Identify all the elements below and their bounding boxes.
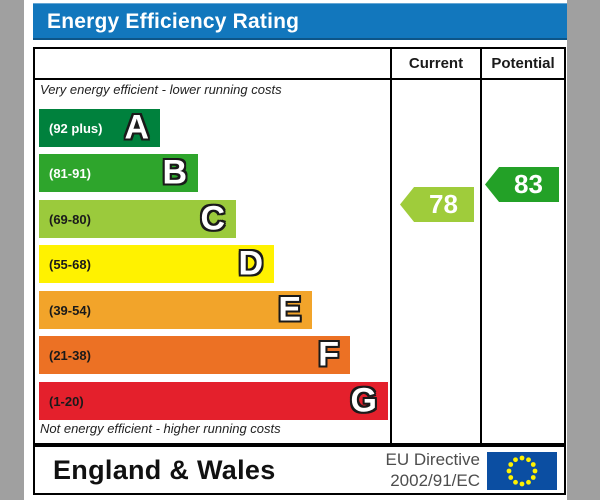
band-letter: E [278, 290, 301, 329]
band-range-label: (69-80) [49, 211, 91, 227]
band-g: (1-20) G [39, 382, 388, 420]
band-letter: G [350, 381, 377, 420]
band-letter: A [124, 108, 149, 147]
potential-rating-value: 83 [514, 169, 543, 199]
eu-directive-line2: 2002/91/EC [390, 471, 480, 490]
band-range-label: (1-20) [49, 393, 84, 409]
band-letter: B [162, 153, 187, 192]
region-label: England & Wales [53, 454, 276, 485]
band-c: (69-80) C [39, 200, 236, 238]
band-d: (55-68) D [39, 245, 274, 283]
band-range-label: (21-38) [49, 347, 91, 363]
band-a: (92 plus) A [39, 109, 160, 147]
band-letter: D [238, 244, 263, 283]
band-range-label: (55-68) [49, 256, 91, 272]
band-range-label: (39-54) [49, 302, 91, 318]
band-letter: C [200, 199, 225, 238]
band-letter: F [318, 335, 339, 374]
page-title: Energy Efficiency Rating [47, 9, 300, 33]
caption-not-efficient: Not energy efficient - higher running co… [40, 421, 281, 436]
current-column-header: Current [408, 55, 464, 72]
band-e: (39-54) E [39, 291, 312, 329]
eu-directive-line1: EU Directive [385, 450, 480, 469]
column-divider-current [390, 49, 392, 443]
caption-very-efficient: Very energy efficient - lower running co… [40, 82, 282, 97]
band-range-label: (92 plus) [49, 120, 103, 136]
eu-directive-label: EU Directive 2002/91/EC [386, 449, 480, 491]
current-rating-arrow: 78 [400, 187, 474, 222]
page-background: Energy Efficiency Rating Current Potenti… [24, 0, 567, 500]
current-rating-value: 78 [429, 189, 458, 219]
band-b: (81-91) B [39, 154, 198, 192]
band-f: (21-38) F [39, 336, 350, 374]
band-range-label: (81-91) [49, 165, 91, 181]
potential-column-header: Potential [491, 55, 555, 72]
title-bar: Energy Efficiency Rating [33, 3, 567, 40]
potential-rating-arrow: 83 [485, 167, 559, 202]
footer-bar: England & Wales EU Directive 2002/91/EC [33, 445, 566, 495]
header-divider [35, 78, 564, 80]
rating-table: Current Potential Very energy efficient … [33, 47, 566, 445]
eu-flag-icon [487, 452, 557, 490]
column-divider-potential [480, 49, 482, 443]
